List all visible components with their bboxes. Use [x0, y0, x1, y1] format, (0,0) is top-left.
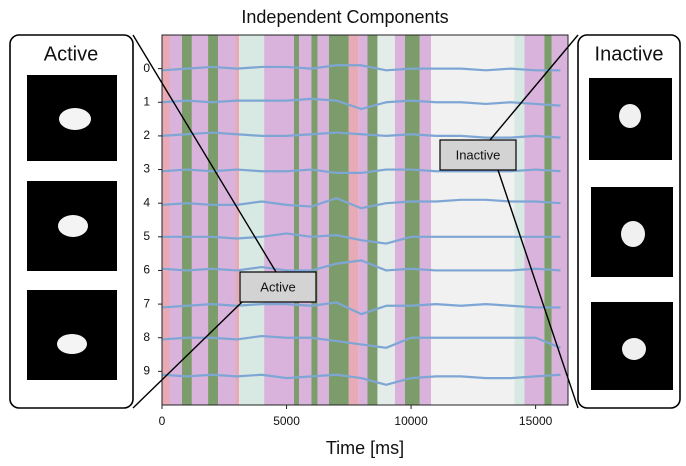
trace — [162, 131, 561, 139]
plot-frame — [161, 34, 569, 406]
state-band — [239, 35, 265, 405]
x-axis-label: Time [ms] — [326, 438, 404, 458]
trace — [162, 334, 561, 349]
bands — [162, 35, 568, 405]
trace — [162, 373, 561, 386]
x-tick-label: 0 — [159, 414, 166, 428]
connectors — [132, 34, 579, 409]
state-band — [419, 35, 432, 405]
trace — [162, 64, 561, 72]
state-band — [317, 35, 329, 405]
x-tick-label: 15000 — [519, 414, 553, 428]
state-band — [298, 35, 312, 405]
y-tick-label: 4 — [143, 195, 150, 209]
state-band — [404, 35, 420, 405]
callout-label: Inactive — [456, 147, 501, 162]
state-band — [169, 35, 182, 405]
y-tick-label: 1 — [143, 94, 150, 108]
y-tick-label: 5 — [143, 229, 150, 243]
image-blob — [622, 338, 646, 360]
state-band — [181, 35, 192, 405]
state-band — [377, 35, 395, 405]
state-band — [264, 35, 295, 405]
image-blob — [59, 108, 91, 130]
state-band — [328, 35, 349, 405]
state-band — [544, 35, 552, 405]
chart-title: Independent Components — [241, 7, 448, 27]
state-band — [514, 35, 525, 405]
image-blob — [58, 215, 88, 237]
connector — [132, 34, 277, 273]
left-panel: Active — [9, 34, 134, 409]
x-tick-label: 5000 — [273, 414, 300, 428]
image-blob — [621, 221, 645, 247]
state-band — [367, 35, 378, 405]
state-band — [235, 35, 240, 405]
y-tick-label: 8 — [143, 330, 150, 344]
callout-label: Active — [260, 279, 295, 294]
trace — [162, 232, 561, 245]
y-tick-label: 0 — [143, 61, 150, 75]
trace — [162, 168, 561, 175]
state-band — [191, 35, 209, 405]
panel-title: Active — [44, 43, 98, 65]
traces — [162, 64, 561, 386]
connector — [489, 34, 579, 141]
state-band — [394, 35, 405, 405]
y-tick-label: 2 — [143, 128, 150, 142]
state-band — [348, 35, 359, 405]
axes: 0 5000 10000 15000 0 1 2 3 4 5 6 7 8 9 — [143, 61, 552, 428]
state-band — [294, 35, 299, 405]
right-panel: Inactive — [577, 34, 681, 409]
y-tick-label: 9 — [143, 364, 150, 378]
y-tick-label: 6 — [143, 263, 150, 277]
y-tick-label: 3 — [143, 162, 150, 176]
callout: Active — [239, 271, 317, 303]
trace — [162, 259, 561, 272]
x-tick-label: 10000 — [394, 414, 428, 428]
trace — [162, 197, 561, 210]
image-blob — [57, 334, 87, 354]
trace — [162, 301, 561, 316]
callout-box — [239, 271, 317, 303]
callout: Inactive — [439, 139, 517, 171]
y-tick-label: 7 — [143, 296, 150, 310]
state-band — [218, 35, 236, 405]
connector — [497, 169, 579, 409]
state-band — [162, 35, 170, 405]
image-blob — [619, 104, 641, 128]
state-band — [358, 35, 368, 405]
state-band — [431, 35, 515, 405]
panel-title: Inactive — [595, 43, 664, 65]
trace — [162, 97, 561, 111]
state-band — [551, 35, 568, 405]
state-band — [524, 35, 545, 405]
callout-box — [439, 139, 517, 171]
state-band — [311, 35, 318, 405]
state-band — [208, 35, 219, 405]
connector — [132, 301, 243, 409]
